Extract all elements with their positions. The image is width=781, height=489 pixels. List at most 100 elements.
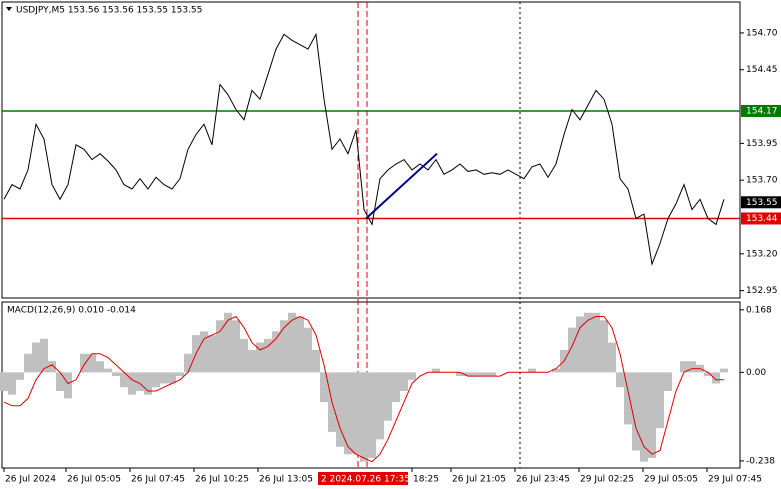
histogram-bar — [480, 372, 488, 377]
x-tick-label: 29 Jul 02:25 — [580, 475, 634, 485]
histogram-bar — [376, 372, 384, 440]
x-tick-label: 29 Jul 07:45 — [708, 475, 762, 485]
histogram-bar — [112, 372, 120, 377]
histogram-bar — [624, 372, 632, 425]
histogram-bar — [168, 372, 176, 384]
macd-title: MACD(12,26,9) 0.010 -0.014 — [7, 306, 136, 316]
histogram-bar — [344, 372, 352, 455]
chart-title: USDJPY,M5 153.56 153.56 153.55 153.55 — [16, 6, 202, 16]
y-tick-label: 0.00 — [746, 368, 766, 378]
y-tick-label: 154.45 — [746, 65, 778, 75]
histogram-bar — [240, 338, 248, 373]
histogram-bar — [176, 372, 184, 377]
level-label: 153.44 — [746, 214, 778, 224]
histogram-bar — [136, 372, 144, 391]
level-label-box — [741, 212, 781, 225]
histogram-bar — [88, 353, 96, 373]
x-tick-label: 26 Jul 13:05 — [259, 475, 313, 485]
histogram-bar — [664, 372, 672, 391]
histogram-bar — [56, 372, 64, 391]
histogram-bar — [456, 372, 464, 377]
histogram-bar — [648, 372, 656, 458]
histogram-bar — [144, 372, 152, 395]
histogram-bar — [568, 327, 576, 373]
histogram-bar — [256, 342, 264, 373]
histogram-bar — [224, 312, 232, 373]
histogram-bar — [280, 320, 288, 373]
histogram-bar — [120, 372, 128, 388]
histogram-bar — [16, 372, 24, 380]
histogram-bar — [528, 368, 536, 373]
level-label-box — [741, 104, 781, 117]
histogram-bar — [432, 368, 440, 373]
menu-icon — [6, 7, 12, 11]
y-tick-label: 154.70 — [746, 28, 778, 38]
x-tick-label: 26 Jul 2024 — [5, 475, 56, 485]
level-label: 154.17 — [746, 106, 778, 116]
histogram-bar — [104, 368, 112, 373]
histogram-bar — [360, 372, 368, 462]
histogram-bar — [48, 361, 56, 373]
histogram-bar — [488, 372, 496, 377]
x-tick-label: 26 Jul 23:45 — [516, 475, 570, 485]
histogram-bar — [80, 353, 88, 373]
price-panel-frame — [1, 1, 741, 299]
histogram-bar — [472, 372, 480, 377]
histogram-bar — [24, 353, 32, 373]
histogram-bar — [128, 372, 136, 395]
histogram-bar — [336, 372, 344, 447]
histogram-bar — [64, 372, 72, 399]
histogram-bar — [392, 372, 400, 403]
histogram-bar — [592, 312, 600, 373]
histogram-bar — [608, 342, 616, 373]
histogram-bar — [272, 331, 280, 373]
histogram-bar — [32, 342, 40, 373]
histogram-bar — [632, 372, 640, 451]
histogram-bar — [616, 372, 624, 388]
histogram-bar — [208, 335, 216, 373]
histogram-bar — [656, 372, 664, 429]
histogram-bar — [160, 372, 168, 384]
histogram-bar — [40, 338, 48, 373]
histogram-bar — [704, 372, 712, 377]
y-tick-label: -0.238 — [746, 456, 775, 466]
histogram-bar — [600, 320, 608, 373]
x-tick-label: 26 Jul 05:05 — [67, 475, 121, 485]
histogram-bar — [352, 372, 360, 455]
histogram-bar — [552, 368, 560, 373]
x-tick-label: 18:25 — [413, 475, 439, 485]
histogram-bar — [720, 368, 728, 373]
histogram-bar — [288, 312, 296, 373]
histogram-bar — [464, 372, 472, 377]
histogram-bar — [584, 312, 592, 373]
histogram-bar — [368, 372, 376, 458]
histogram-bar — [400, 372, 408, 391]
x-tick-label: 26 Jul 10:25 — [195, 475, 249, 485]
y-tick-label: 153.95 — [746, 139, 778, 149]
y-tick-label: 152.95 — [746, 286, 778, 296]
crosshair-label-box — [318, 472, 408, 485]
histogram-bar — [320, 372, 328, 403]
histogram-bar — [304, 327, 312, 373]
histogram-bar — [688, 361, 696, 373]
histogram-bar — [8, 372, 16, 395]
histogram-bar — [712, 372, 720, 384]
histogram-bar — [264, 338, 272, 373]
histogram-bar — [640, 372, 648, 462]
histogram-bar — [680, 361, 688, 373]
histogram-bar — [96, 361, 104, 373]
x-tick-label: 26 Jul 21:05 — [452, 475, 506, 485]
histogram-bar — [312, 350, 320, 373]
histogram-bar — [232, 320, 240, 373]
crosshair-label: 2 2024.07.26 17:35 — [321, 475, 410, 485]
histogram-bar — [248, 350, 256, 373]
price-line — [3, 32, 725, 267]
level-label-box — [741, 196, 781, 209]
histogram-bar — [576, 316, 584, 373]
histogram-bar — [408, 372, 416, 380]
y-tick-label: 153.70 — [746, 176, 778, 186]
histogram-bar — [216, 320, 224, 373]
histogram-bar — [0, 372, 8, 391]
histogram-bar — [200, 331, 208, 373]
trend-line — [365, 152, 438, 220]
